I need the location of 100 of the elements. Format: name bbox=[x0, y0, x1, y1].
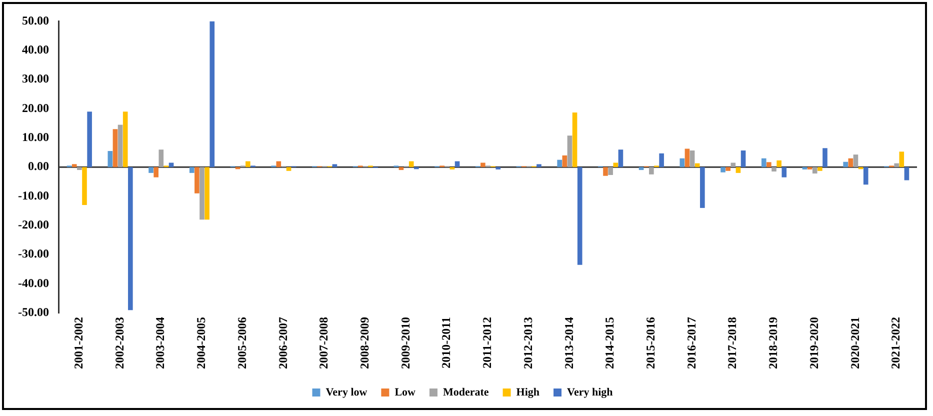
bar bbox=[730, 162, 736, 168]
bar bbox=[782, 167, 787, 178]
bar bbox=[899, 152, 904, 168]
bar bbox=[638, 167, 644, 170]
x-tick-label: 2015-2016 bbox=[644, 317, 658, 370]
bar bbox=[680, 158, 685, 168]
bar bbox=[853, 154, 858, 168]
bar bbox=[276, 161, 282, 168]
legend-label: Low bbox=[394, 386, 416, 398]
bar bbox=[694, 163, 700, 168]
bar bbox=[189, 167, 194, 173]
bar bbox=[128, 167, 133, 310]
x-tick-label: 2008-2009 bbox=[358, 317, 372, 370]
legend-label: Very high bbox=[567, 386, 613, 398]
bar bbox=[690, 150, 695, 168]
bar bbox=[210, 21, 215, 168]
bar bbox=[194, 167, 200, 194]
bar bbox=[776, 160, 782, 168]
bar bbox=[772, 167, 776, 172]
bar bbox=[154, 167, 158, 178]
bar bbox=[812, 167, 818, 174]
y-tick-label: 50.00 bbox=[22, 13, 49, 28]
x-tick-label: 2007-2008 bbox=[316, 317, 331, 370]
y-tick-label: -50.00 bbox=[18, 305, 49, 320]
legend-label: Very low bbox=[326, 386, 368, 398]
bar bbox=[246, 161, 250, 168]
bar bbox=[200, 167, 204, 220]
bar bbox=[720, 167, 726, 172]
x-tick-label: 2010-2011 bbox=[439, 317, 454, 368]
bar bbox=[122, 112, 128, 168]
bar bbox=[659, 153, 664, 168]
bar bbox=[562, 155, 568, 168]
bar bbox=[863, 167, 868, 185]
bar bbox=[108, 151, 113, 168]
y-tick-label: 40.00 bbox=[22, 42, 49, 56]
x-tick-label: 2001-2002 bbox=[72, 317, 86, 370]
bar bbox=[398, 167, 404, 170]
bar bbox=[408, 161, 414, 168]
x-tick-label: 2013-2014 bbox=[562, 317, 576, 370]
x-tick-label: 2014-2015 bbox=[602, 317, 617, 370]
x-tick-label: 2005-2006 bbox=[234, 317, 249, 370]
bar bbox=[613, 162, 618, 168]
x-tick-label: 2002-2003 bbox=[112, 317, 126, 370]
bar bbox=[684, 148, 690, 168]
bar bbox=[822, 148, 828, 168]
x-tick-label: 2021-2022 bbox=[888, 317, 903, 370]
bar bbox=[761, 158, 766, 168]
legend-label: Moderate bbox=[442, 386, 489, 398]
x-tick-label: 2018-2019 bbox=[766, 317, 780, 370]
x-tick-label: 2019-2020 bbox=[806, 317, 821, 370]
bar bbox=[818, 167, 822, 171]
bar bbox=[332, 164, 338, 168]
x-tick-label: 2012-2013 bbox=[520, 317, 535, 370]
x-tick-label: 2016-2017 bbox=[684, 317, 698, 370]
y-tick-label: 20.00 bbox=[22, 100, 49, 115]
y-tick-label: 10.00 bbox=[22, 130, 49, 144]
x-tick-label: 2006-2007 bbox=[276, 317, 290, 370]
y-tick-label: -30.00 bbox=[18, 246, 49, 261]
bar bbox=[736, 167, 741, 173]
bar bbox=[480, 162, 486, 168]
bar bbox=[557, 160, 562, 168]
bar bbox=[536, 164, 542, 168]
y-tick-label: -20.00 bbox=[18, 218, 49, 232]
x-tick-label: 2011-2012 bbox=[480, 317, 494, 368]
bar bbox=[649, 167, 654, 174]
bar bbox=[608, 167, 613, 175]
bar bbox=[894, 163, 899, 168]
y-tick-label: 0.00 bbox=[28, 159, 49, 174]
bar bbox=[726, 167, 730, 171]
y-tick-label: 30.00 bbox=[22, 72, 49, 86]
bar bbox=[204, 167, 210, 220]
bar bbox=[603, 167, 608, 176]
bar bbox=[286, 167, 292, 171]
bar bbox=[118, 124, 123, 168]
x-tick-label: 2017-2018 bbox=[725, 317, 740, 370]
bar bbox=[112, 129, 118, 168]
bar bbox=[148, 167, 154, 173]
bar bbox=[766, 162, 772, 168]
bar bbox=[618, 150, 624, 168]
y-tick-label: -10.00 bbox=[18, 188, 49, 202]
x-tick-label: 2009-2010 bbox=[398, 317, 412, 370]
bar bbox=[87, 112, 92, 168]
bar bbox=[168, 162, 174, 168]
bar bbox=[848, 158, 854, 168]
bar bbox=[158, 150, 164, 168]
bar bbox=[577, 167, 582, 265]
x-tick-label: 2004-2005 bbox=[194, 317, 208, 370]
bar bbox=[72, 164, 77, 168]
bar bbox=[740, 150, 746, 168]
bar bbox=[572, 112, 578, 168]
bar bbox=[567, 136, 572, 168]
legend-label: High bbox=[516, 386, 540, 398]
bar bbox=[904, 167, 910, 180]
x-tick-label: 2020-2021 bbox=[848, 317, 862, 370]
y-tick-label: -40.00 bbox=[18, 276, 49, 290]
x-tick-label: 2003-2004 bbox=[153, 317, 168, 370]
bar bbox=[82, 167, 87, 206]
bar bbox=[77, 167, 82, 170]
bar bbox=[843, 162, 848, 168]
bar bbox=[700, 167, 705, 208]
